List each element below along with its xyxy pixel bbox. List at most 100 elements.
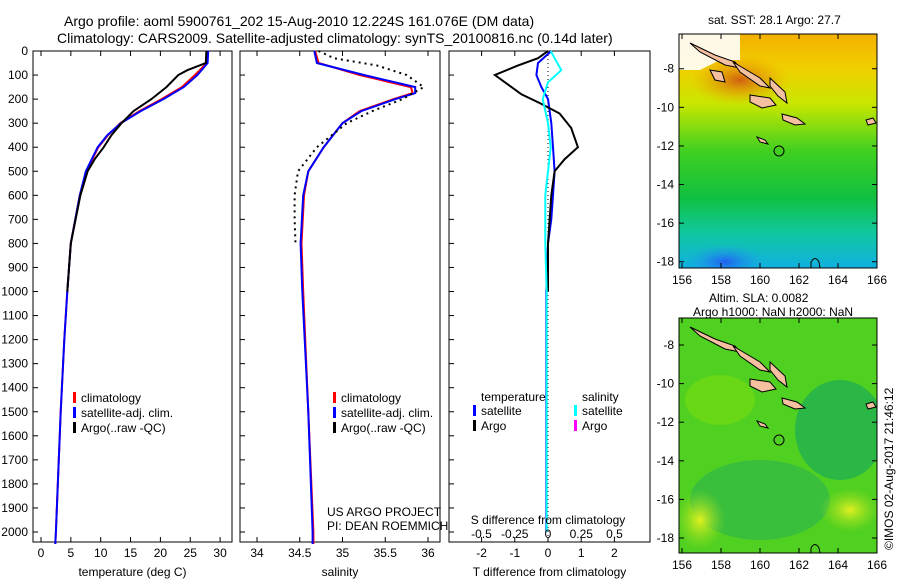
lon-tick-label: 158 (711, 273, 731, 287)
legend-label: satellite-adj. clim. (81, 406, 173, 420)
lat-tick-label: -12 (657, 139, 675, 153)
y-tick-label: 1900 (1, 501, 28, 515)
x-tick-label: 15 (124, 546, 138, 560)
lat-tick-label: -8 (663, 338, 674, 352)
sla-map-frame (678, 317, 878, 554)
y-tick-label: 1300 (1, 357, 28, 371)
title-line-2: Climatology: CARS2009. Satellite-adjuste… (57, 30, 613, 46)
sla-map-title-2: Argo h1000: NaN h2000: NaN (693, 305, 853, 319)
y-tick-label: 1100 (2, 309, 28, 323)
lat-tick-label: -12 (657, 415, 675, 429)
x-axis-label: salinity (322, 565, 359, 579)
y-tick-label: 1200 (1, 333, 28, 347)
y-tick-label: 700 (8, 212, 28, 226)
lat-tick-label: -16 (657, 216, 675, 230)
y-tick-label: 2000 (1, 525, 28, 539)
x2-tick-label: 0.25 (570, 527, 594, 541)
lon-tick-label: 160 (750, 558, 770, 572)
lat-tick-label: -14 (657, 178, 675, 192)
lat-tick-label: -14 (657, 454, 675, 468)
lon-tick-label: 166 (867, 558, 887, 572)
sla-map: Altim. SLA: 0.0082 Argo h1000: NaN h2000… (657, 291, 888, 572)
x-tick-label: 34.5 (288, 546, 312, 560)
x2-axis-label: S difference from climatology (471, 513, 626, 527)
x-tick-label: 36 (421, 546, 435, 560)
x2-tick-label: 0.5 (606, 527, 623, 541)
difference-panel: -2 -1 0 1 2 T difference from climatology S di… (448, 50, 651, 579)
legend-label: temperature (481, 390, 546, 404)
salinity-panel: 34 34.5 35 35.5 36 salinity climatologysatelli… (239, 50, 441, 579)
lon-tick-label: 162 (789, 558, 809, 572)
sst-map-title: sat. SST: 28.1 Argo: 27.7 (708, 13, 841, 27)
title-line-1: Argo profile: aoml 5900761_202 15-Aug-20… (64, 13, 534, 29)
y-tick-label: 0 (21, 44, 28, 58)
y-tick-label: 1500 (1, 405, 28, 419)
legend-swatch (473, 420, 476, 431)
x-tick-label: 0 (545, 546, 552, 560)
series-t-satellite (535, 50, 556, 532)
legend-swatch (574, 420, 577, 431)
legend-swatch (333, 422, 336, 433)
y-tick-label: 500 (8, 164, 28, 178)
islands (689, 42, 877, 145)
legend-swatch (73, 407, 76, 418)
sla-map-title-1: Altim. SLA: 0.0082 (709, 291, 809, 305)
y-tick-label: 1700 (1, 453, 28, 467)
imos-watermark: ©IMOS 02-Aug-2017 21:46:12 (882, 387, 896, 550)
series-climatology (54, 51, 208, 545)
x-tick-label: -1 (509, 546, 520, 560)
sst-map-frame (678, 33, 878, 269)
series-satellite-adj-clim- (54, 50, 210, 545)
argo-location-marker (773, 145, 785, 157)
argo-location-marker-2 (773, 434, 785, 446)
project-line-1: US ARGO PROJECT (327, 505, 442, 519)
lat-tick-label: -16 (657, 492, 675, 506)
y-tick-label: 1800 (1, 477, 28, 491)
x-axis-label: temperature (deg C) (78, 565, 186, 579)
x-tick-label: -2 (476, 546, 487, 560)
x-tick-label: 1 (578, 546, 585, 560)
x-tick-label: 20 (154, 546, 168, 560)
y-tick-label: 1000 (1, 285, 28, 299)
lat-tick-label: -18 (657, 255, 675, 269)
legend-swatch (73, 392, 76, 403)
legend-label: climatology (341, 391, 401, 405)
legend-swatch (574, 405, 577, 416)
lat-tick-label: -10 (657, 100, 675, 114)
x-tick-label: 25 (184, 546, 198, 560)
y-tick-label: 1400 (1, 381, 28, 395)
x2-tick-label: -0.25 (501, 527, 529, 541)
lon-tick-label: 158 (711, 558, 731, 572)
lat-tick-label: -18 (657, 531, 675, 545)
legend-swatch (333, 392, 336, 403)
x-tick-label: 5 (68, 546, 75, 560)
y-tick-label: 600 (8, 188, 28, 202)
x-tick-label: 30 (213, 546, 227, 560)
legend-label: satellite-adj. clim. (341, 406, 433, 420)
x-tick-label: 0 (38, 546, 45, 560)
legend-label: climatology (81, 391, 141, 405)
lon-tick-label: 164 (828, 558, 848, 572)
legend-label: satellite (481, 404, 522, 418)
y-tick-label: 1600 (1, 429, 28, 443)
legend-label: Argo (481, 419, 507, 433)
plot-frame (448, 50, 651, 543)
y-tick-label: 400 (8, 140, 28, 154)
legend-label: satellite (582, 404, 623, 418)
y-tick-label: 200 (8, 92, 28, 106)
x2-tick-label: 0 (545, 527, 552, 541)
y-tick-label: 800 (8, 236, 28, 250)
lat-tick-label: -8 (663, 62, 674, 76)
lon-tick-label: 156 (672, 558, 692, 572)
sst-map: sat. SST: 28.1 Argo: 27.7 -8 -10 -12 -14 -16… (657, 13, 888, 287)
x-tick-label: 2 (611, 546, 618, 560)
legend-label: salinity (582, 390, 619, 404)
series-climatology (300, 50, 414, 544)
x-tick-label: 34 (250, 546, 264, 560)
series-s-satellite (541, 50, 563, 532)
x-axis-label: T difference from climatology (473, 565, 627, 579)
plot-frame (239, 50, 441, 543)
lon-tick-label: 166 (867, 273, 887, 287)
series-argo-raw-qc- (293, 50, 426, 244)
